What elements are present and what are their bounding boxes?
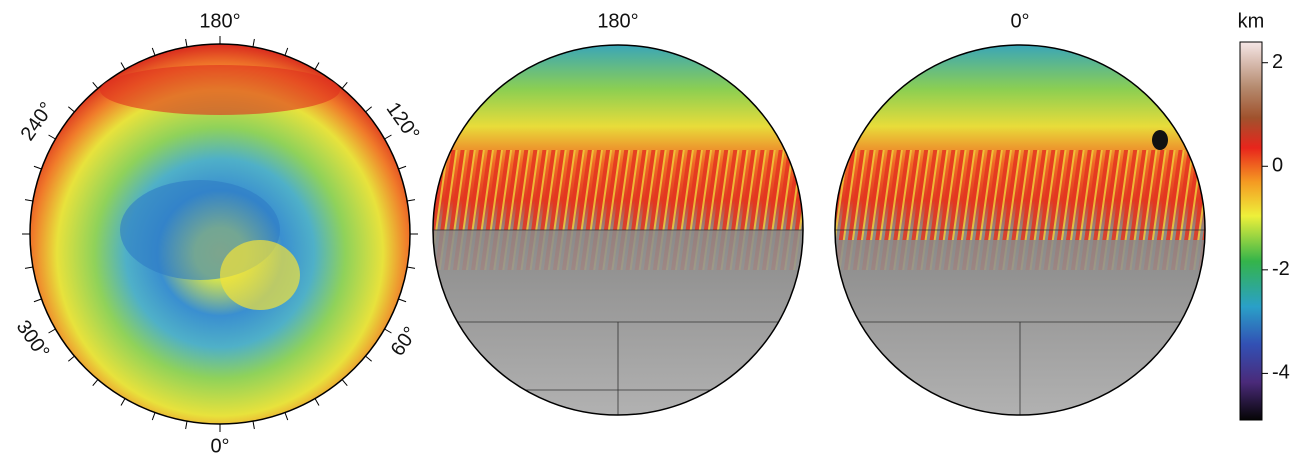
rim-tick [399,299,407,302]
rim-tick [121,399,125,406]
rim-tick [366,107,372,112]
rim-tick [399,166,407,169]
rim-tick [34,166,42,169]
globe-view: 0° [835,10,1205,415]
rim-tick [385,135,392,139]
map-label: 240° [17,98,59,145]
map-label: 60° [387,323,422,360]
rim-tick [407,267,415,268]
rim-tick [342,82,347,88]
globe-polar: 180° 0° 240° 120° 300° 60° [12,10,424,457]
rim-tick [315,63,319,70]
map-label: 180° [199,10,240,32]
colorbar-ramp [1240,42,1262,420]
rim-tick [93,380,98,386]
map-label: 0° [1010,10,1029,32]
rim-tick [152,413,155,421]
rim-tick [253,421,254,429]
colorbar-tick-label: 2 [1272,51,1283,73]
colorbar-tick-label: -4 [1272,362,1290,384]
rim-tick [253,39,254,47]
globe-view: 180° [433,10,803,415]
colorbar-tick-label: 0 [1272,155,1283,177]
colorbar: km 2 0 -2 -4 [1238,10,1290,420]
rim-tick [121,63,125,70]
colorbar-tick-label: -2 [1272,258,1290,280]
rim-tick [186,39,187,47]
rim-tick [49,329,56,333]
rim-tick [49,135,56,139]
map-label: 300° [12,316,54,363]
rim-tick [342,380,347,386]
rim-tick [285,48,288,56]
rim-tick [34,299,42,302]
rim-tick [93,82,98,88]
rim-tick [186,421,187,429]
rim-tick [315,399,319,406]
rim-tick [152,48,155,56]
rim-tick [385,329,392,333]
figure: 180° 0° 240° 120° 300° 60° 180° [0,0,1299,460]
rim-tick [25,200,33,201]
rim-tick [407,200,415,201]
map-label: 0° [210,435,229,457]
rim-tick [25,267,33,268]
rim-tick [68,107,74,112]
rim-tick [366,356,372,361]
rim-tick [68,356,74,361]
rim-tick [285,413,288,421]
colorbar-title: km [1238,10,1265,32]
map-label: 120° [382,98,424,145]
map-label: 180° [597,10,638,32]
